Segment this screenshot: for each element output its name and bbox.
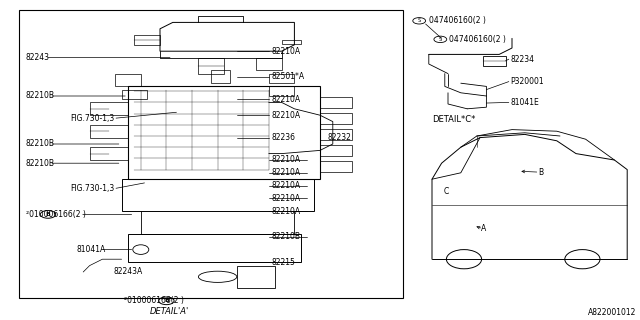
Text: 81041E: 81041E [510,98,539,107]
Bar [256,58,282,70]
Bar [128,234,301,262]
Text: 81041A: 81041A [77,245,106,254]
Text: 82210A: 82210A [272,168,301,177]
Text: A: A [481,224,486,233]
Text: 82210B: 82210B [26,140,54,148]
Bar [320,145,352,156]
Text: FIG.730-1,3: FIG.730-1,3 [70,184,115,193]
Ellipse shape [564,250,600,269]
Text: FIG.730-1,3: FIG.730-1,3 [70,114,115,123]
Text: 82210A: 82210A [272,181,301,190]
Text: 82210B: 82210B [26,159,54,168]
Bar [320,129,352,140]
Text: 047406160(2 ): 047406160(2 ) [429,16,486,25]
Text: 82210B: 82210B [26,92,54,100]
Text: 82232: 82232 [327,133,351,142]
Text: C: C [444,188,449,196]
Bar [134,35,160,45]
Bar [282,40,301,44]
Bar [320,113,352,124]
Text: 82210A: 82210A [272,111,301,120]
Text: A822001012: A822001012 [588,308,637,317]
Bar [320,161,352,172]
Text: 047406160(2 ): 047406160(2 ) [449,35,506,44]
Text: 82243A: 82243A [113,268,143,276]
Text: 82210A: 82210A [272,194,301,203]
Text: P320001: P320001 [510,77,544,86]
Bar [198,58,224,74]
Text: S: S [439,37,442,42]
Text: ²010006166(2 ): ²010006166(2 ) [26,210,86,219]
Bar [19,10,403,298]
Text: 82243: 82243 [26,53,50,62]
Text: B: B [164,298,169,303]
Text: DETAIL'A': DETAIL'A' [150,308,189,316]
Bar [90,102,128,115]
Text: 82210B: 82210B [272,232,301,241]
Bar [211,70,230,83]
Text: B: B [45,212,51,217]
Text: B: B [538,168,543,177]
Bar [122,179,314,211]
Bar [483,56,506,66]
Text: ²010006166(2 ): ²010006166(2 ) [124,296,184,305]
Text: S: S [418,18,420,23]
Text: 82501*A: 82501*A [272,72,305,81]
Bar [269,74,294,83]
Text: 82234: 82234 [510,55,534,64]
Text: 82210A: 82210A [272,95,301,104]
Bar [90,147,128,160]
Text: 82236: 82236 [272,133,296,142]
Text: 82215: 82215 [272,258,296,267]
Bar [122,90,147,99]
Bar [128,86,320,179]
Text: 82210A: 82210A [272,156,301,164]
Bar [269,86,294,96]
Bar [115,74,141,86]
Text: 82210A: 82210A [272,47,301,56]
Bar [90,125,128,138]
Ellipse shape [447,250,482,269]
Text: 82210A: 82210A [272,207,301,216]
Text: DETAIL*C*: DETAIL*C* [432,116,476,124]
Bar [237,266,275,288]
Bar [320,97,352,108]
